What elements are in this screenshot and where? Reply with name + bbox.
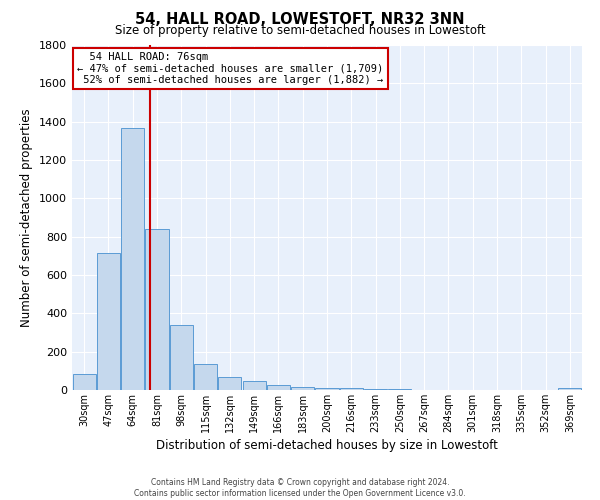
- Bar: [97, 253, 120, 390]
- Bar: [170, 325, 193, 390]
- Bar: [291, 387, 314, 390]
- Text: 54, HALL ROAD, LOWESTOFT, NR32 3NN: 54, HALL ROAD, LOWESTOFT, NR32 3NN: [135, 12, 465, 28]
- Bar: [194, 364, 217, 390]
- Text: Size of property relative to semi-detached houses in Lowestoft: Size of property relative to semi-detach…: [115, 24, 485, 37]
- Y-axis label: Number of semi-detached properties: Number of semi-detached properties: [20, 108, 34, 327]
- Bar: [242, 382, 266, 390]
- X-axis label: Distribution of semi-detached houses by size in Lowestoft: Distribution of semi-detached houses by …: [156, 439, 498, 452]
- Bar: [316, 388, 338, 390]
- Bar: [145, 229, 169, 390]
- Bar: [218, 376, 241, 390]
- Bar: [267, 385, 290, 390]
- Bar: [121, 128, 144, 390]
- Text: Contains HM Land Registry data © Crown copyright and database right 2024.
Contai: Contains HM Land Registry data © Crown c…: [134, 478, 466, 498]
- Bar: [559, 388, 581, 390]
- Bar: [340, 388, 363, 390]
- Text: 54 HALL ROAD: 76sqm  
← 47% of semi-detached houses are smaller (1,709)
 52% of : 54 HALL ROAD: 76sqm ← 47% of semi-detach…: [77, 52, 383, 85]
- Bar: [73, 374, 95, 390]
- Bar: [364, 389, 387, 390]
